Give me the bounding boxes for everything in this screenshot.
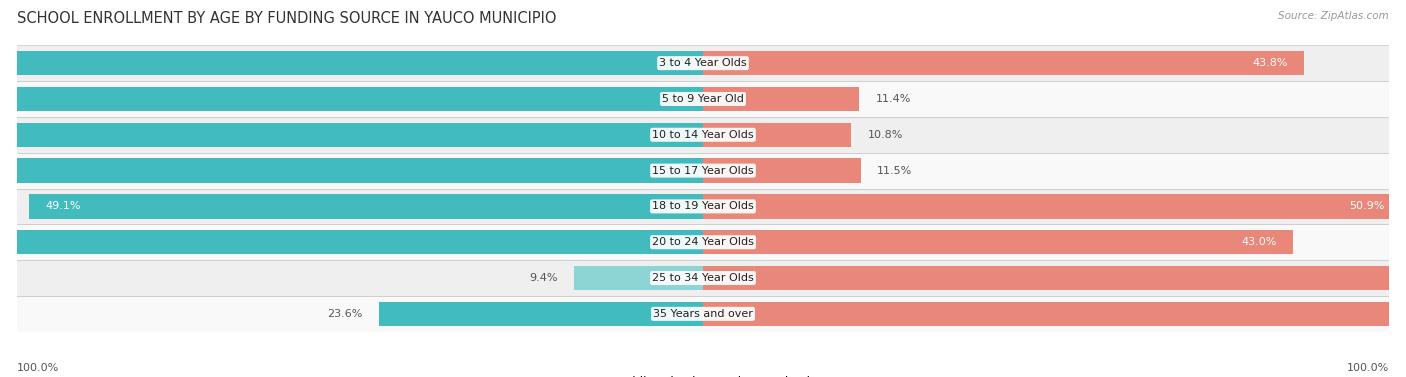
Bar (574, 266, 703, 290)
Bar (703, 266, 1406, 290)
Bar (703, 194, 1402, 219)
Bar (17, 260, 1389, 296)
Text: 11.5%: 11.5% (877, 166, 912, 176)
Bar (0, 123, 703, 147)
Bar (703, 158, 860, 183)
Text: 10.8%: 10.8% (868, 130, 903, 140)
Bar (380, 302, 703, 326)
Text: SCHOOL ENROLLMENT BY AGE BY FUNDING SOURCE IN YAUCO MUNICIPIO: SCHOOL ENROLLMENT BY AGE BY FUNDING SOUR… (17, 11, 557, 26)
Text: 43.0%: 43.0% (1241, 237, 1277, 247)
Text: 25 to 34 Year Olds: 25 to 34 Year Olds (652, 273, 754, 283)
Text: 18 to 19 Year Olds: 18 to 19 Year Olds (652, 201, 754, 211)
Bar (703, 302, 1406, 326)
Text: 43.8%: 43.8% (1253, 58, 1288, 68)
Bar (17, 188, 1389, 224)
Bar (17, 224, 1389, 260)
Text: 5 to 9 Year Old: 5 to 9 Year Old (662, 94, 744, 104)
Text: 100.0%: 100.0% (1347, 363, 1389, 373)
Text: 3 to 4 Year Olds: 3 to 4 Year Olds (659, 58, 747, 68)
Bar (17, 296, 1389, 332)
Text: 35 Years and over: 35 Years and over (652, 309, 754, 319)
Legend: Public School, Private School: Public School, Private School (596, 376, 810, 377)
Bar (17, 153, 1389, 188)
Text: 20 to 24 Year Olds: 20 to 24 Year Olds (652, 237, 754, 247)
Text: 11.4%: 11.4% (876, 94, 911, 104)
Bar (0, 87, 703, 111)
Text: 100.0%: 100.0% (17, 363, 59, 373)
Bar (17, 81, 1389, 117)
Text: 49.1%: 49.1% (45, 201, 82, 211)
Bar (0, 230, 703, 254)
Text: 9.4%: 9.4% (529, 273, 558, 283)
Bar (703, 87, 859, 111)
Text: 23.6%: 23.6% (328, 309, 363, 319)
Text: 50.9%: 50.9% (1350, 201, 1385, 211)
Bar (703, 51, 1303, 75)
Bar (17, 45, 1389, 81)
Bar (30, 194, 703, 219)
Bar (17, 117, 1389, 153)
Bar (703, 123, 851, 147)
Text: Source: ZipAtlas.com: Source: ZipAtlas.com (1278, 11, 1389, 21)
Bar (0, 158, 703, 183)
Text: 15 to 17 Year Olds: 15 to 17 Year Olds (652, 166, 754, 176)
Bar (0, 51, 703, 75)
Text: 10 to 14 Year Olds: 10 to 14 Year Olds (652, 130, 754, 140)
Bar (703, 230, 1294, 254)
